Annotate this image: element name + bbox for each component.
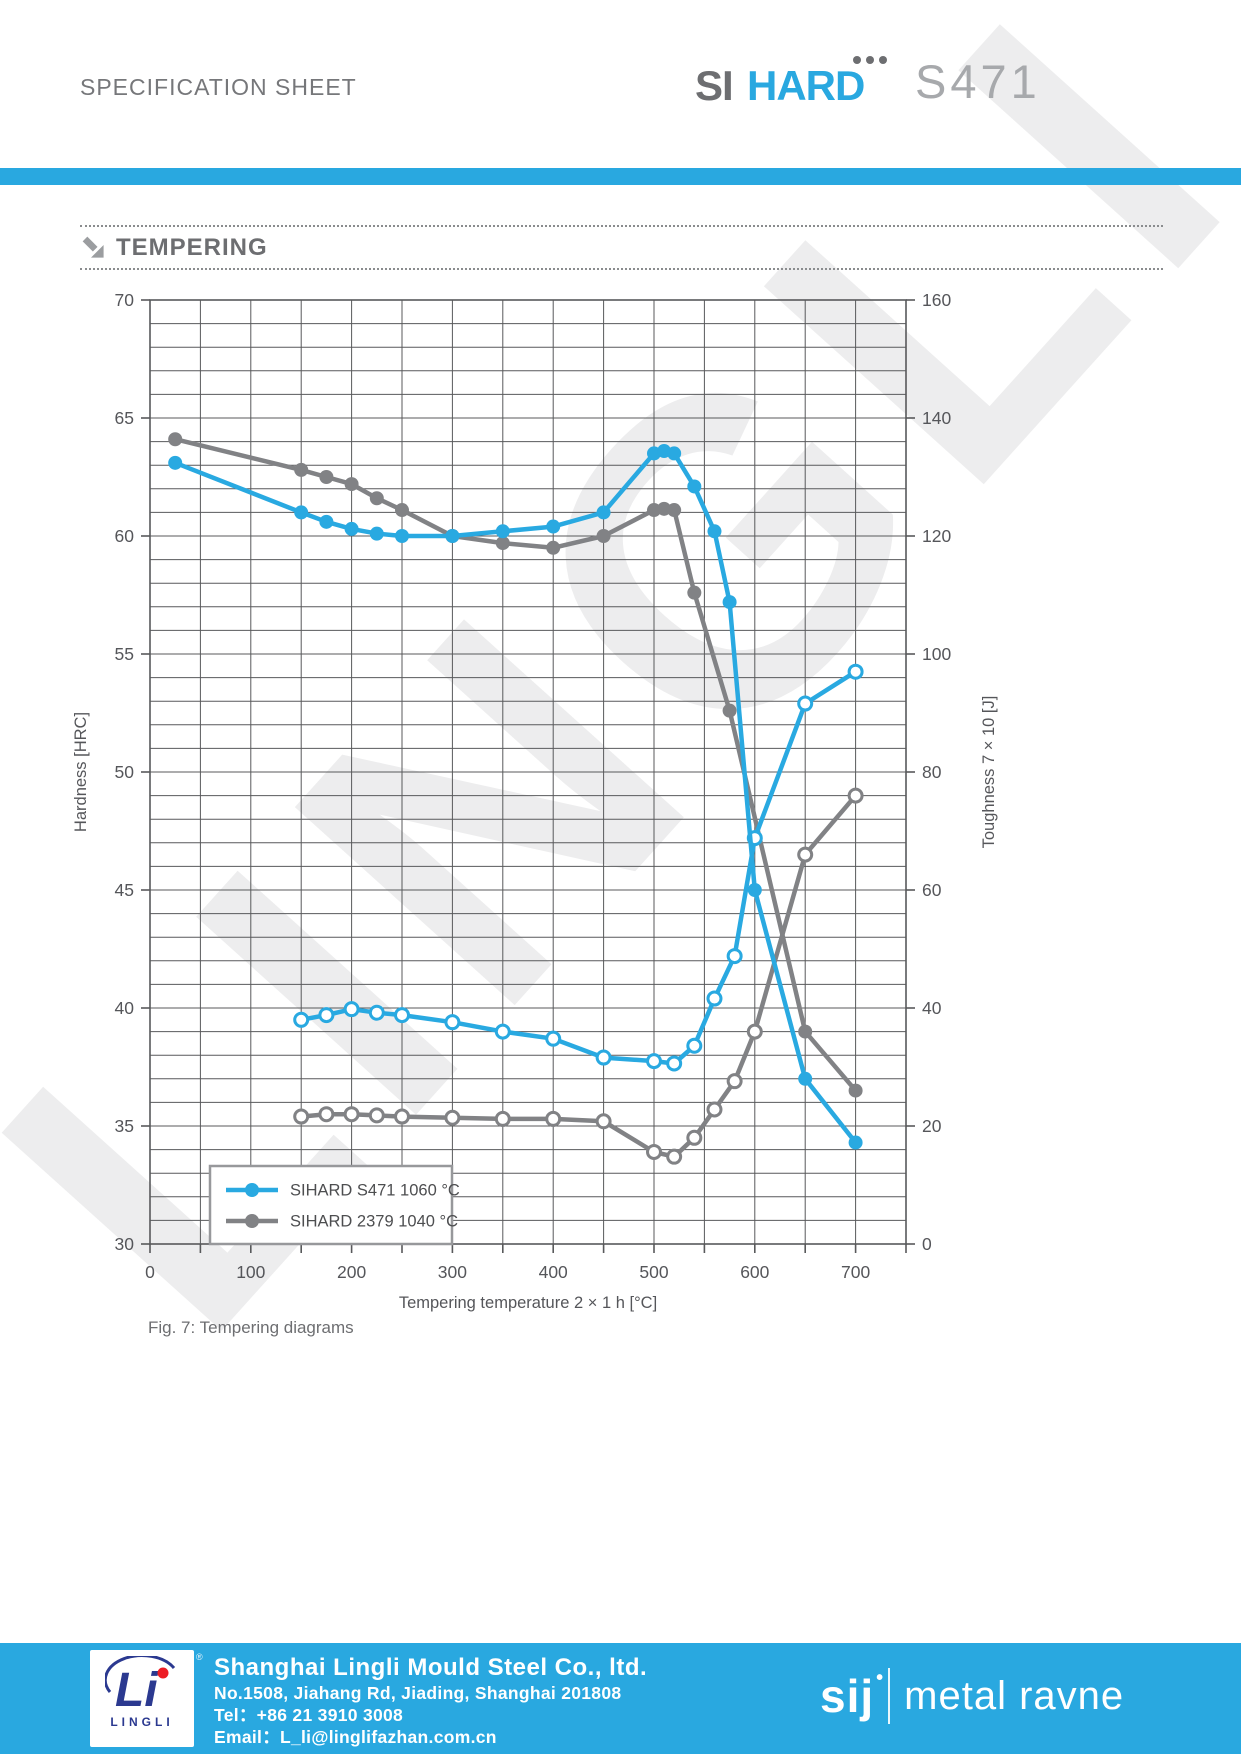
footer-email: Email：L_li@linglifazhan.com.cn: [214, 1727, 497, 1747]
svg-text:500: 500: [639, 1262, 668, 1282]
svg-text:50: 50: [115, 762, 135, 782]
brand-hard-text: HARD: [747, 62, 865, 109]
sihard-logo: SI HARD S471: [695, 54, 1115, 124]
lingli-logo-box: Li LINGLI: [90, 1650, 194, 1747]
footer-tel: Tel：+86 21 3910 3008: [214, 1705, 404, 1725]
svg-text:55: 55: [115, 644, 134, 664]
svg-text:35: 35: [115, 1116, 134, 1136]
tempering-chart-svg: 3035404550556065700204060801001201401600…: [72, 290, 998, 1312]
svg-text:45: 45: [115, 880, 134, 900]
svg-text:60: 60: [115, 526, 135, 546]
svg-text:200: 200: [337, 1262, 366, 1282]
sij-logo-text: sij •: [820, 1667, 885, 1722]
footer-address: No.1508, Jiahang Rd, Jiading, Shanghai 2…: [214, 1683, 622, 1703]
sij-logo-dot: •: [876, 1667, 885, 1689]
svg-text:65: 65: [115, 408, 134, 428]
svg-text:100: 100: [236, 1262, 265, 1282]
svg-text:400: 400: [539, 1262, 568, 1282]
metal-ravne-text: metal ravne: [904, 1673, 1125, 1718]
svg-text:SIHARD S471 1060 °C: SIHARD S471 1060 °C: [290, 1182, 460, 1200]
svg-text:160: 160: [922, 290, 951, 310]
brand-dots-icon: [853, 56, 887, 64]
dotted-divider-top: [80, 225, 1163, 227]
svg-text:40: 40: [115, 998, 135, 1018]
svg-text:Toughness 7 × 10 [J]: Toughness 7 × 10 [J]: [980, 696, 998, 849]
section-title: TEMPERING: [116, 234, 268, 261]
svg-text:80: 80: [922, 762, 942, 782]
svg-text:100: 100: [922, 644, 951, 664]
svg-text:60: 60: [922, 880, 942, 900]
svg-text:0: 0: [922, 1234, 932, 1254]
brand-si-text: SI: [695, 62, 734, 109]
sij-divider: [888, 1668, 891, 1724]
svg-text:SIHARD 2379 1040 °C: SIHARD 2379 1040 °C: [290, 1213, 458, 1231]
svg-text:300: 300: [438, 1262, 467, 1282]
svg-text:70: 70: [115, 290, 135, 310]
arrow-down-right-icon: [82, 236, 104, 258]
svg-text:Li: Li: [115, 1664, 159, 1714]
footer-band: [0, 1643, 1241, 1754]
page-title: SPECIFICATION SHEET: [80, 74, 357, 100]
svg-text:30: 30: [115, 1234, 135, 1254]
header-accent-bar: [0, 168, 1241, 185]
registered-mark: ®: [196, 1652, 203, 1662]
footer-contact-block: Shanghai Lingli Mould Steel Co., ltd. No…: [214, 1654, 647, 1748]
svg-text:600: 600: [740, 1262, 769, 1282]
svg-text:40: 40: [922, 998, 942, 1018]
svg-text:Tempering temperature 2 × 1 h: Tempering temperature 2 × 1 h [°C]: [399, 1294, 657, 1312]
svg-text:120: 120: [922, 526, 951, 546]
svg-text:700: 700: [841, 1262, 870, 1282]
lingli-monogram-icon: Li: [105, 1656, 176, 1714]
svg-text:Hardness [HRC]: Hardness [HRC]: [72, 712, 90, 832]
dotted-divider-bottom: [80, 268, 1163, 270]
brand-grade-text: S471: [915, 55, 1041, 108]
svg-text:0: 0: [145, 1262, 155, 1282]
sij-metal-ravne-logo: sij • metal ravne: [820, 1660, 1124, 1732]
figure-caption: Fig. 7: Tempering diagrams: [148, 1318, 354, 1337]
footer-company: Shanghai Lingli Mould Steel Co., ltd.: [214, 1654, 648, 1681]
svg-text:20: 20: [922, 1116, 942, 1136]
lingli-logo-text: LINGLI: [110, 1715, 174, 1729]
svg-text:140: 140: [922, 408, 951, 428]
section-header: TEMPERING: [82, 233, 268, 263]
